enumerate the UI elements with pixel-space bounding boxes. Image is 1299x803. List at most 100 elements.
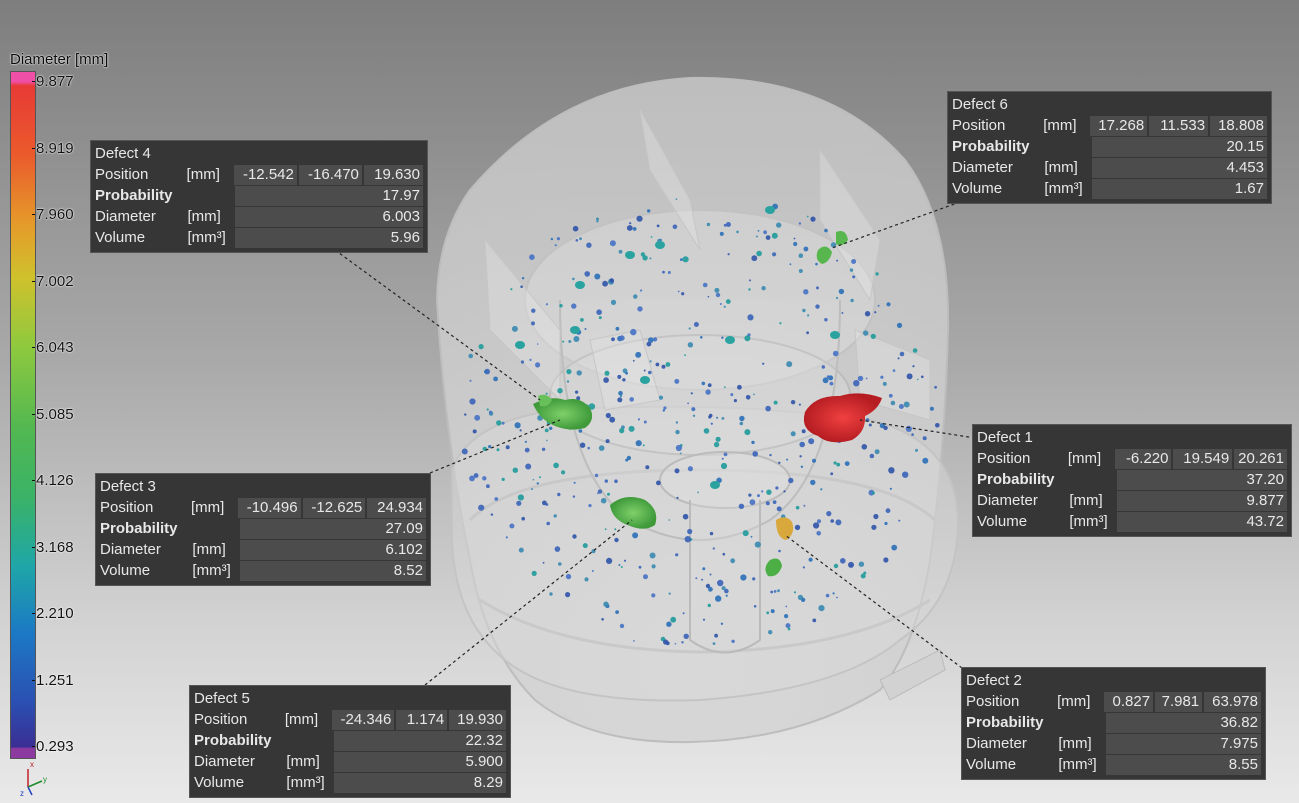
pore	[684, 536, 691, 543]
pore	[799, 455, 802, 458]
defect-3-blob[interactable]	[533, 398, 593, 430]
pore	[575, 239, 579, 242]
defect-info-panel[interactable]: Defect 4 Position [mm] -12.542 -16.470 19.630…	[90, 140, 428, 253]
pore	[675, 444, 683, 452]
position-row-value: 19.630	[363, 165, 423, 185]
pore	[750, 535, 753, 538]
volume-row-value: 43.72	[1117, 512, 1287, 532]
pore	[857, 375, 864, 382]
pore	[675, 198, 678, 201]
defect-6-blob[interactable]	[816, 231, 848, 264]
pore	[619, 623, 625, 629]
pore	[836, 596, 838, 599]
diameter-row-value: 7.975	[1106, 734, 1261, 754]
pore	[461, 448, 468, 455]
diameter-row: Diameter [mm] 6.102	[100, 540, 426, 560]
pore	[812, 618, 817, 623]
probability-row: Probability 22.32	[194, 731, 506, 751]
pore	[672, 224, 678, 230]
pore	[714, 633, 718, 638]
defect-5-blob[interactable]	[610, 496, 657, 529]
pore	[509, 523, 515, 529]
pore	[648, 370, 652, 375]
pore	[785, 623, 791, 629]
pore	[489, 410, 492, 414]
defect-info-panel[interactable]: Defect 2 Position [mm] 0.827 7.981 63.978 Prob…	[961, 667, 1266, 780]
position-row-value: 19.930	[449, 710, 506, 730]
volume-row: Volume [mm³] 1.67	[952, 179, 1267, 199]
pore	[582, 543, 588, 549]
pore	[656, 480, 661, 486]
pore	[609, 278, 614, 283]
position-row-value: 24.934	[367, 498, 427, 518]
pore	[883, 425, 888, 431]
pore	[675, 421, 679, 424]
position-row-value: 7.981	[1155, 692, 1203, 712]
pore	[681, 292, 685, 296]
pore	[531, 570, 537, 577]
pore	[912, 348, 918, 353]
pore	[721, 586, 726, 591]
diameter-row: Diameter [mm] 7.975	[966, 734, 1261, 754]
pore	[614, 479, 618, 484]
pore	[635, 351, 642, 358]
pore	[720, 462, 728, 470]
pore	[851, 259, 857, 264]
pore	[619, 335, 625, 341]
defect-4-blob[interactable]	[538, 394, 552, 407]
pore	[745, 395, 751, 400]
defect-info-panel[interactable]: Defect 6 Position [mm] 17.268 11.533 18.808 Pr…	[947, 91, 1272, 204]
pore	[890, 400, 896, 406]
pore	[748, 288, 751, 291]
pore	[609, 416, 616, 423]
pore	[863, 330, 869, 336]
diameter-row-unit: [mm]	[286, 753, 320, 770]
pore	[648, 337, 654, 343]
defect-info-panel[interactable]: Defect 1 Position [mm] -6.220 19.549 20.261 Pr…	[972, 424, 1292, 537]
pore	[883, 557, 889, 563]
pore	[795, 505, 800, 510]
diameter-row-label: Diameter	[966, 735, 1027, 752]
pore	[717, 579, 724, 587]
pore	[810, 479, 816, 486]
pore	[493, 376, 498, 382]
pore	[618, 249, 623, 254]
pore	[600, 497, 607, 504]
pore	[906, 373, 913, 380]
probability-row-value: 27.09	[240, 519, 426, 539]
defect-2-blob[interactable]	[765, 517, 794, 577]
pore	[722, 552, 726, 556]
pore	[700, 336, 703, 339]
probability-row-unit	[1044, 137, 1092, 157]
pore	[615, 610, 619, 614]
pore	[536, 482, 539, 485]
pore	[516, 500, 522, 506]
pore	[536, 343, 539, 345]
pore	[529, 358, 532, 361]
pore	[565, 592, 571, 598]
defect-info-panel[interactable]: Defect 5 Position [mm] -24.346 1.174 19.930 Pr…	[189, 685, 511, 798]
pore	[598, 445, 605, 451]
probability-row-label: Probability	[194, 732, 272, 749]
pore	[721, 457, 724, 460]
diameter-row-label: Diameter	[952, 159, 1013, 176]
pore	[709, 573, 712, 576]
probability-row: Probability 27.09	[100, 519, 426, 539]
pore	[646, 341, 652, 347]
pore	[822, 377, 829, 384]
pore	[690, 392, 693, 395]
defect-1-blob[interactable]	[803, 393, 882, 443]
defect-info-panel[interactable]: Defect 3 Position [mm] -10.496 -12.625 24.934…	[95, 473, 431, 586]
position-row-value: 20.261	[1234, 449, 1287, 469]
pore	[490, 513, 494, 516]
diameter-row: Diameter [mm] 9.877	[977, 491, 1287, 511]
axis-x-label: x	[30, 760, 34, 769]
pore	[602, 280, 608, 287]
pore	[714, 287, 720, 293]
pore	[921, 375, 924, 379]
volume-row-label: Volume	[952, 180, 1003, 197]
pore	[618, 390, 623, 396]
pore	[505, 536, 508, 539]
pore	[601, 618, 604, 621]
